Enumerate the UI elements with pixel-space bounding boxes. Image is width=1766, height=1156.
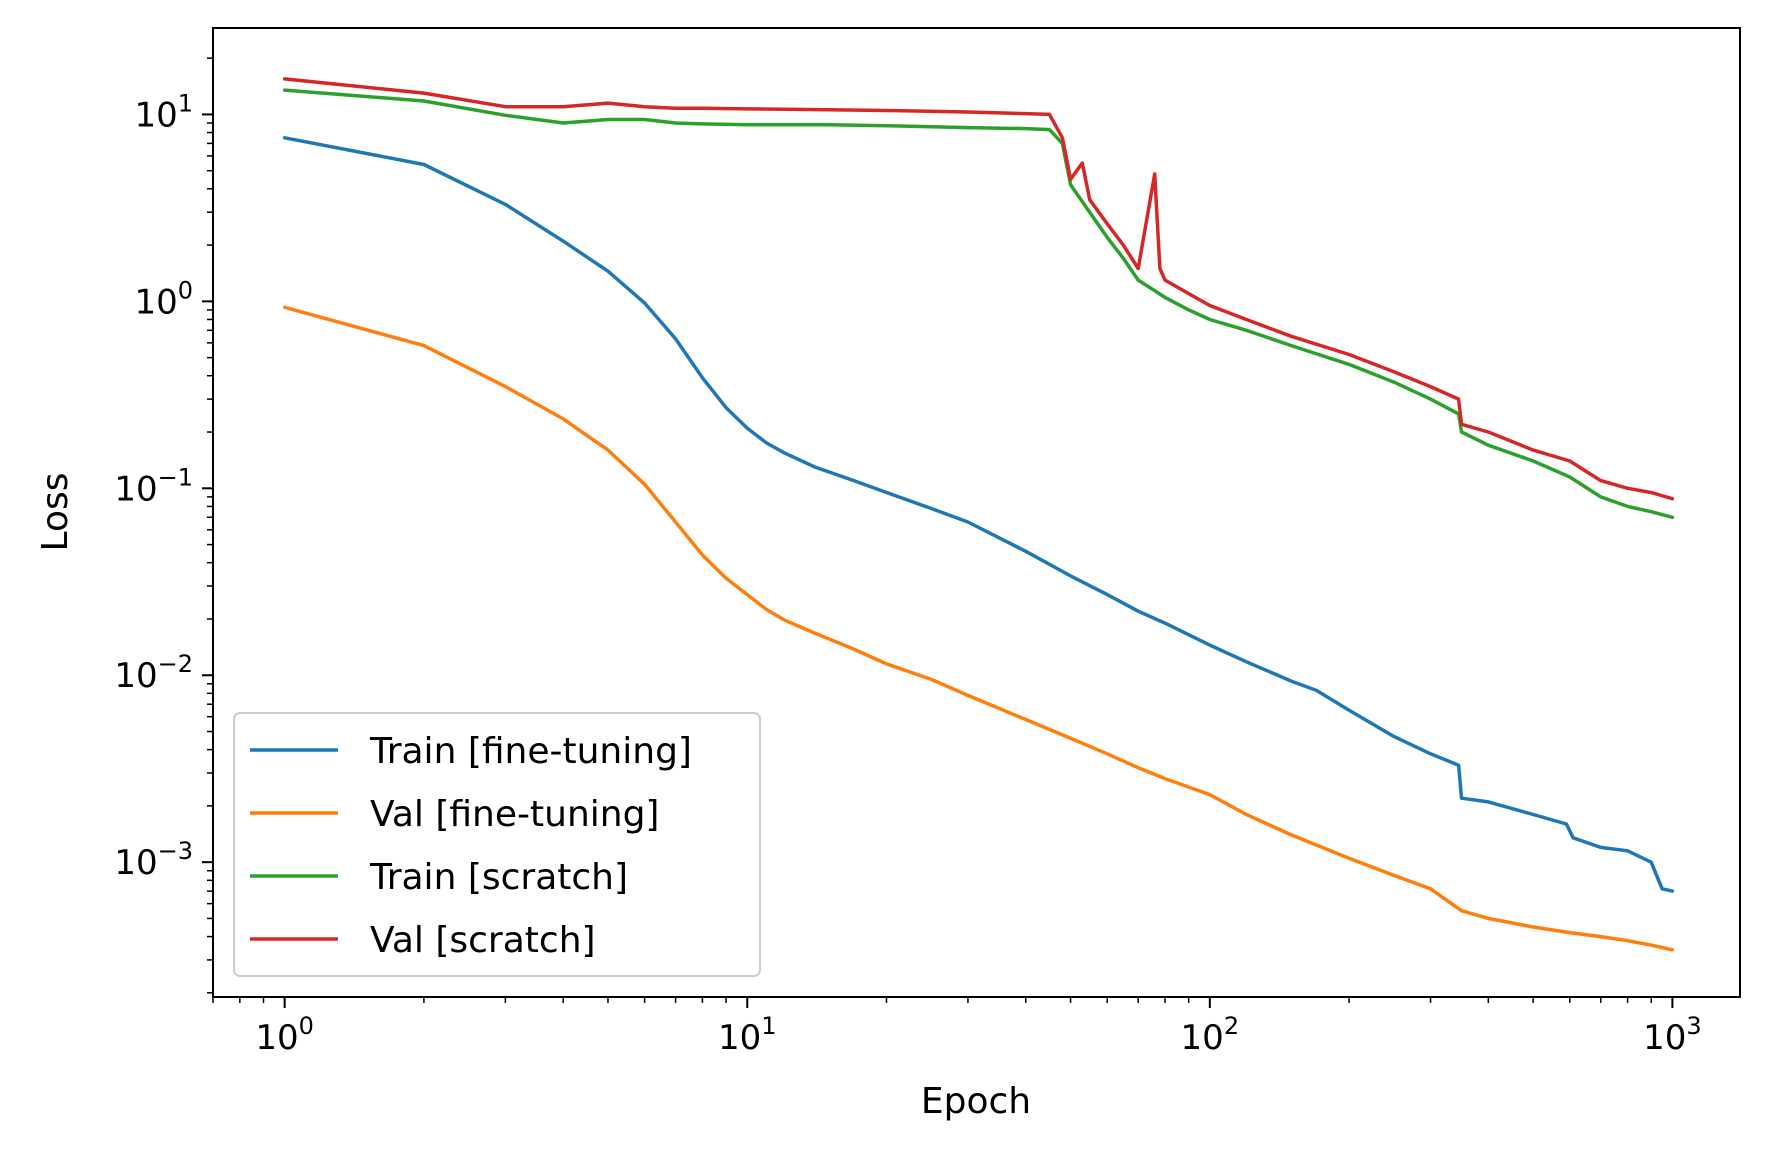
x-tick-label: 101	[718, 1012, 777, 1058]
legend-label: Train [fine-tuning]	[369, 731, 692, 772]
y-tick-label: 10−2	[114, 650, 193, 696]
x-tick-label: 102	[1181, 1012, 1240, 1058]
series-line-3	[282, 88, 1675, 520]
series-line-1	[282, 136, 1675, 893]
x-tick-label: 100	[255, 1012, 314, 1058]
y-tick-label: 10−1	[114, 463, 193, 509]
x-axis-label: Epoch	[921, 1081, 1031, 1122]
x-axis: 100 101 102 103	[255, 997, 1702, 1058]
legend-label: Val [scratch]	[370, 920, 596, 961]
legend: Train [fine-tuning] Val [fine-tuning] Trai…	[233, 712, 761, 977]
plot-frame	[212, 27, 1741, 998]
y-tick-label: 101	[134, 89, 193, 135]
series-line-4	[282, 77, 1675, 501]
y-axis: 10−3 10−2 10−1 100 101	[114, 89, 213, 883]
series-line-2	[282, 305, 1675, 952]
series-group	[282, 77, 1675, 952]
legend-label: Train [scratch]	[369, 857, 628, 898]
legend-box	[233, 712, 761, 977]
y-axis-label: Loss	[35, 473, 76, 552]
legend-label: Val [fine-tuning]	[370, 794, 659, 835]
y-tick-label: 100	[134, 276, 193, 322]
x-tick-label: 103	[1643, 1012, 1702, 1058]
y-tick-label: 10−3	[114, 837, 193, 883]
